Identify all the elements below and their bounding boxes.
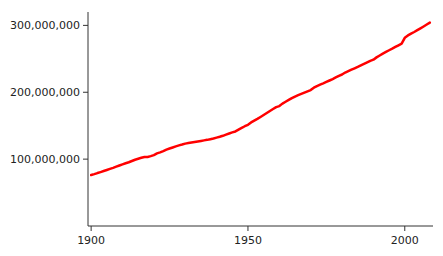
x-tick-label: 2000 [391, 234, 419, 247]
y-tick [83, 92, 88, 93]
y-tick-label: 300,000,000 [10, 19, 80, 32]
y-tick-label: 200,000,000 [10, 86, 80, 99]
chart: 1900 1950 2000 100,000,000 200,000,000 300,00… [0, 0, 443, 256]
x-tick [91, 226, 92, 231]
plot-area [91, 23, 430, 175]
x-tick [404, 226, 405, 231]
x-axis [88, 226, 433, 227]
x-tick [247, 226, 248, 231]
population-line [91, 23, 430, 175]
x-tick-label: 1900 [77, 234, 105, 247]
x-tick-label: 1950 [234, 234, 262, 247]
y-tick-label: 100,000,000 [10, 153, 80, 166]
y-tick [83, 159, 88, 160]
y-axis [88, 12, 89, 226]
y-tick [83, 25, 88, 26]
